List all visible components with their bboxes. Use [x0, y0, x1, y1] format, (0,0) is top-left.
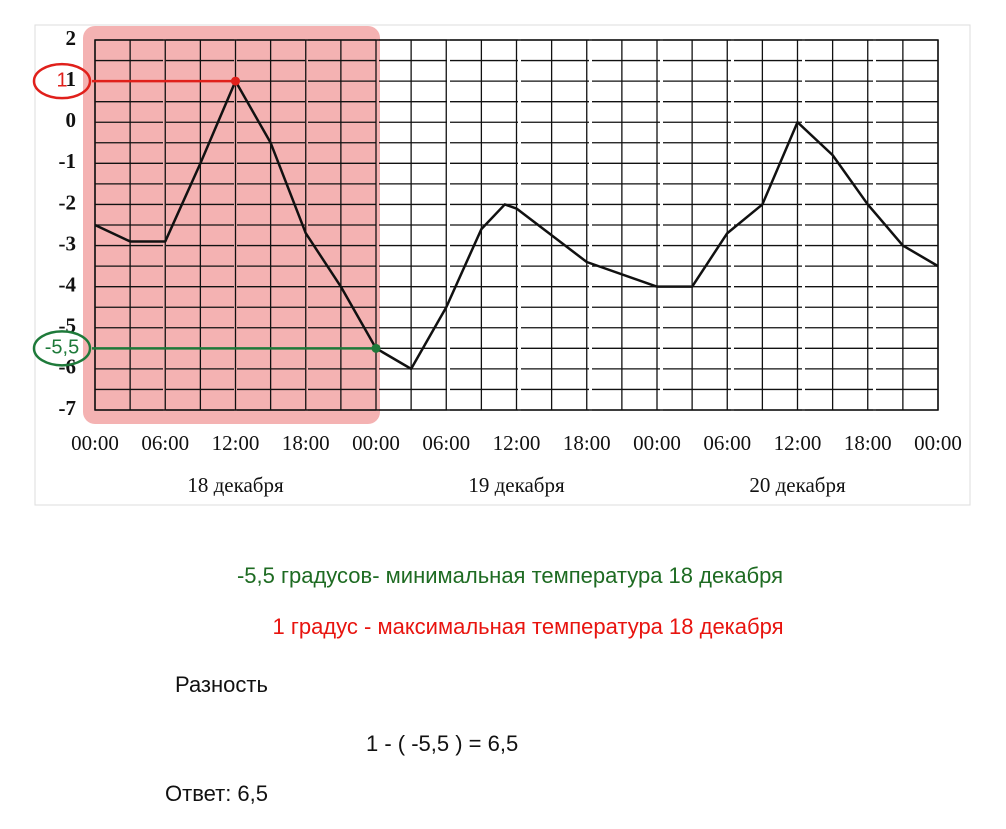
y-tick-label: -3 — [59, 231, 77, 255]
x-tick-label: 06:00 — [141, 431, 189, 455]
x-tick-label: 00:00 — [352, 431, 400, 455]
x-tick-label: 12:00 — [212, 431, 260, 455]
x-tick-label: 06:00 — [703, 431, 751, 455]
annotation-label: -5,5 — [45, 337, 79, 359]
answer: Ответ: 6,5 — [165, 781, 269, 806]
x-tick-label: 12:00 — [774, 431, 822, 455]
annotation-circle — [32, 62, 92, 100]
annotation-circle — [32, 330, 92, 367]
x-tick-label: 18:00 — [563, 431, 611, 455]
day-label: 18 декабря — [187, 473, 284, 497]
temperature-line — [94, 79, 939, 371]
y-tick-label: -7 — [59, 396, 77, 420]
y-tick-label: -4 — [59, 272, 77, 296]
max-note: 1 градус - максимальная температура 18 д… — [272, 614, 784, 639]
min-note: -5,5 градусов- минимальная температура 1… — [236, 563, 784, 588]
x-tick-label: 00:00 — [633, 431, 681, 455]
y-tick-label: 2 — [66, 26, 77, 50]
x-tick-label: 18:00 — [844, 431, 892, 455]
y-tick-label: -6 — [59, 355, 77, 379]
difference-label: Разность — [175, 672, 268, 697]
day-label: 20 декабря — [749, 473, 846, 497]
x-tick-label: 18:00 — [282, 431, 330, 455]
y-tick-label: 1 — [66, 67, 77, 91]
equation: 1 - ( -5,5 ) = 6,5 — [366, 731, 519, 756]
y-tick-label: 0 — [66, 108, 77, 132]
y-tick-label: -1 — [59, 149, 77, 173]
x-tick-label: 00:00 — [914, 431, 962, 455]
annotation-point — [371, 343, 381, 353]
day-label: 19 декабря — [468, 473, 565, 497]
annotation-point — [231, 76, 240, 86]
annotation-label: 1 — [56, 69, 67, 91]
x-tick-label: 00:00 — [71, 431, 119, 455]
y-tick-label: -2 — [59, 190, 77, 214]
x-tick-label: 06:00 — [422, 431, 470, 455]
x-tick-label: 12:00 — [493, 431, 541, 455]
